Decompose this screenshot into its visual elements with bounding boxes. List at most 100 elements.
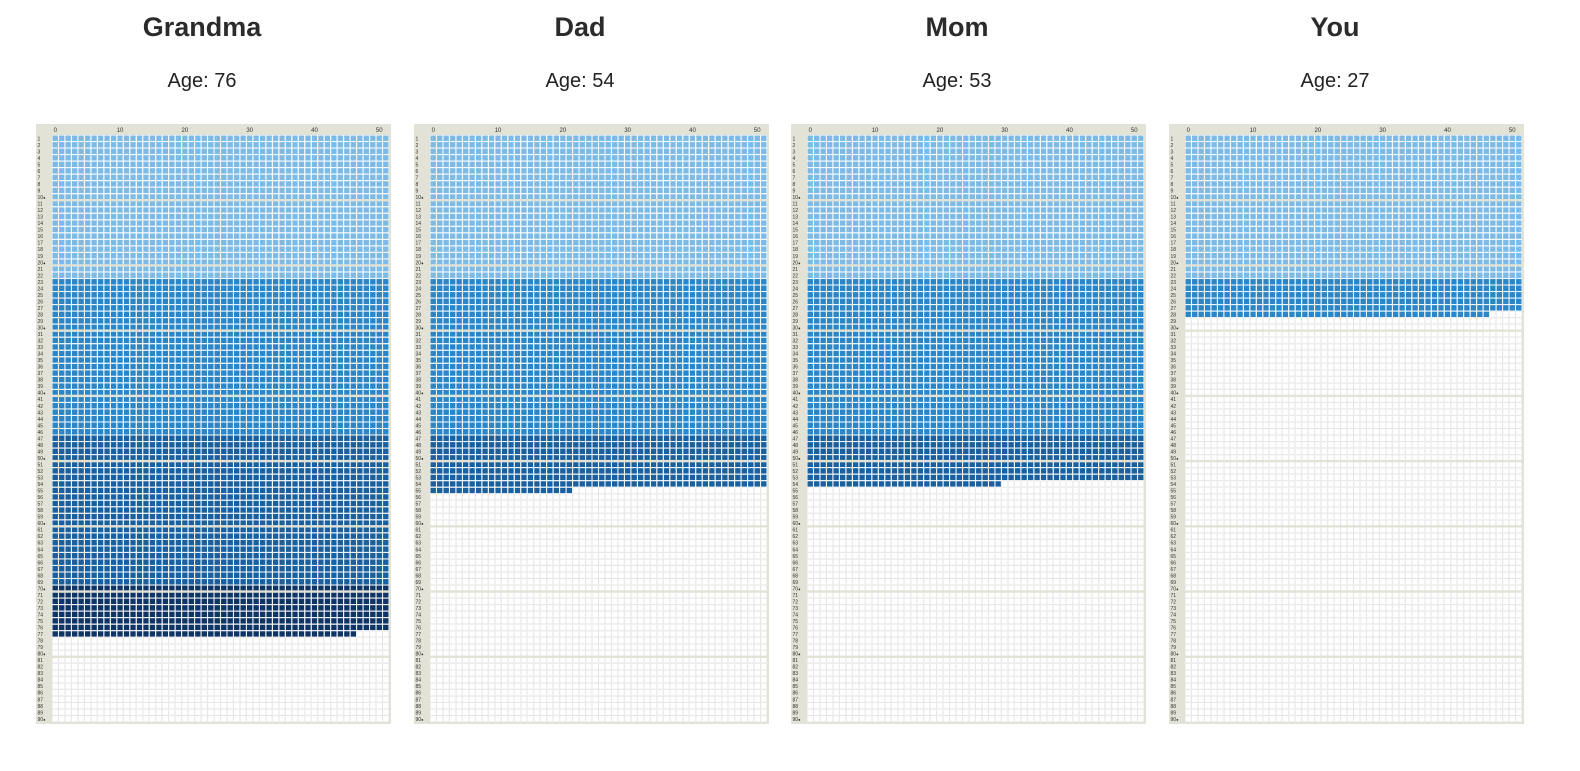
week-cell-lived — [285, 585, 292, 592]
year-row-label: 57 — [38, 502, 44, 508]
week-cell-lived — [52, 578, 59, 585]
week-cell-empty — [253, 702, 260, 709]
week-cell-lived — [350, 552, 357, 559]
week-cell-lived — [330, 480, 337, 488]
week-cell-lived — [272, 285, 279, 292]
week-cell-lived — [149, 317, 156, 324]
week-cell-lived — [110, 611, 117, 618]
week-cell-lived — [246, 422, 253, 429]
week-cell-lived — [78, 193, 85, 201]
week-cell-lived — [78, 317, 85, 324]
week-cell-lived — [78, 343, 85, 351]
week-cell-empty — [220, 696, 227, 703]
week-cell-lived — [311, 630, 318, 638]
week-cell-lived — [58, 409, 65, 416]
week-cell-lived — [324, 376, 331, 383]
week-cell-lived — [246, 396, 253, 403]
week-cell-lived — [84, 461, 91, 468]
week-cell-lived — [430, 148, 437, 155]
week-cell-lived — [52, 487, 59, 494]
week-cell-lived — [181, 330, 188, 338]
week-cell-empty — [162, 643, 169, 651]
week-cell-lived — [253, 135, 260, 142]
week-cell-lived — [175, 167, 182, 174]
week-cell-lived — [116, 526, 124, 533]
year-number: 69 — [38, 580, 44, 586]
week-cell-empty — [311, 663, 318, 670]
week-cell-lived — [285, 148, 292, 155]
week-cell-lived — [168, 422, 175, 429]
week-cell-lived — [207, 630, 214, 638]
week-cell-lived — [142, 448, 150, 455]
week-cell-lived — [175, 337, 182, 344]
week-cell-empty — [103, 650, 111, 657]
week-cell-lived — [220, 493, 227, 501]
week-cell-lived — [155, 396, 163, 403]
week-cell-lived — [201, 148, 208, 155]
week-cell-lived — [337, 180, 344, 188]
week-cell-empty — [201, 683, 208, 690]
week-cell-lived — [162, 376, 169, 383]
week-cell-lived — [227, 624, 234, 631]
week-cell-lived — [272, 219, 279, 227]
week-cell-lived — [356, 174, 363, 181]
week-cell-lived — [266, 396, 273, 403]
week-cell-lived — [142, 519, 150, 527]
week-cell-lived — [233, 513, 240, 520]
week-cell-lived — [253, 304, 260, 311]
week-cell-empty — [376, 637, 383, 644]
week-cell-lived — [324, 422, 331, 429]
week-cell-lived — [363, 161, 370, 168]
week-cell-lived — [304, 200, 312, 207]
week-cell-lived — [78, 350, 85, 357]
week-cell-lived — [343, 167, 350, 174]
week-cell-lived — [298, 493, 305, 501]
year-row-label: 30● — [38, 325, 47, 331]
week-cell-empty — [220, 643, 227, 651]
week-cell-lived — [142, 363, 150, 370]
week-cell-lived — [201, 546, 208, 553]
week-cell-lived — [207, 428, 214, 435]
week-cell-empty — [84, 715, 91, 722]
week-cell-empty — [78, 669, 85, 677]
week-cell-lived — [350, 135, 357, 142]
week-cell-lived — [337, 585, 344, 592]
week-cell-lived — [272, 278, 279, 285]
week-cell-lived — [311, 624, 318, 631]
week-cell-empty — [58, 715, 65, 722]
week-cell-lived — [168, 298, 175, 305]
week-cell-empty — [285, 689, 292, 696]
week-cell-lived — [253, 539, 260, 546]
week-cell-lived — [181, 259, 188, 266]
week-cell-lived — [136, 356, 143, 364]
week-cell-lived — [291, 200, 299, 207]
week-cell-lived — [272, 572, 279, 579]
week-cell-lived — [207, 598, 214, 605]
week-cell-lived — [233, 350, 240, 357]
week-cell-lived — [240, 278, 247, 285]
week-cell-lived — [324, 311, 331, 318]
week-cell-empty — [162, 676, 169, 683]
week-cell-lived — [246, 363, 253, 370]
week-cell-lived — [136, 500, 143, 507]
week-cell-empty — [369, 637, 376, 644]
week-cell-lived — [207, 213, 214, 220]
week-cell-lived — [337, 317, 344, 324]
week-cell-lived — [469, 135, 476, 142]
week-cell-lived — [149, 350, 156, 357]
year-row-label: 44 — [38, 417, 44, 423]
week-cell-lived — [52, 161, 59, 168]
week-cell-lived — [175, 226, 182, 233]
week-cell-lived — [356, 285, 363, 292]
year-row-label: 52 — [38, 469, 44, 475]
week-cell-lived — [350, 611, 357, 618]
week-cell-lived — [369, 317, 376, 324]
week-cell-lived — [330, 578, 337, 585]
week-cell-lived — [311, 226, 318, 233]
week-cell-lived — [317, 246, 325, 253]
week-cell-lived — [330, 467, 337, 475]
week-cell-lived — [162, 167, 169, 174]
week-cell-lived — [155, 526, 163, 533]
week-cell-lived — [227, 519, 234, 527]
week-cell-lived — [253, 467, 260, 475]
